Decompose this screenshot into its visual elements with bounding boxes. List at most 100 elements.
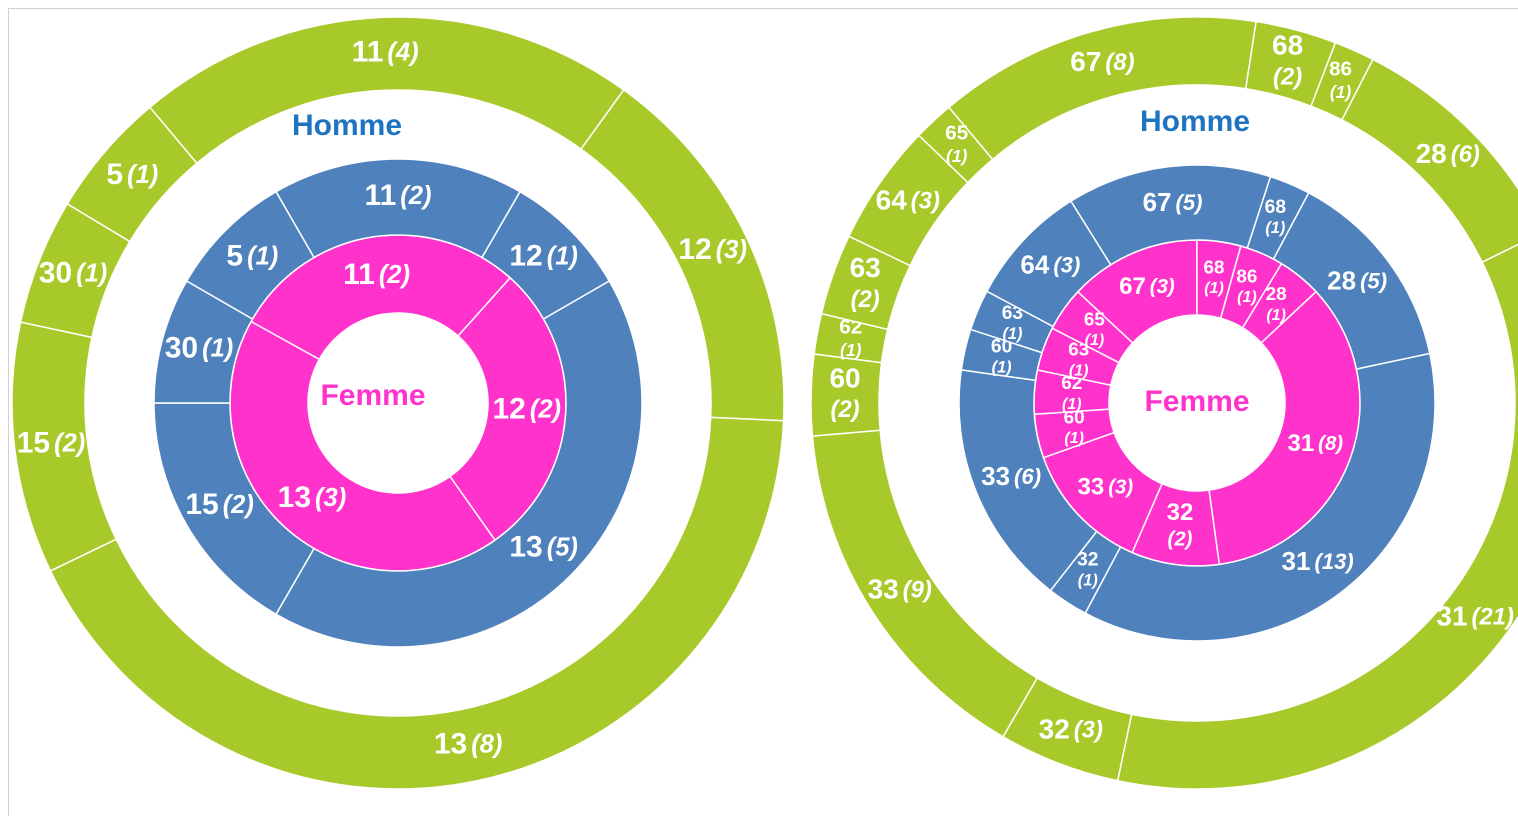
- segment-label: 63 (1): [1002, 303, 1023, 343]
- segment-label: 32 (1): [1077, 550, 1098, 590]
- segment-label: 12 (1): [509, 239, 578, 272]
- segment-label: 67 (3): [1119, 273, 1175, 300]
- segment-code: 31: [1436, 601, 1467, 632]
- ring-segment: [1084, 352, 1436, 642]
- ring-segment: [1340, 58, 1518, 264]
- segment-label: 68 (2): [1272, 30, 1303, 91]
- segment-code: 68: [1204, 256, 1225, 277]
- segment-count: (8): [1318, 433, 1343, 455]
- segment-count: (1): [202, 334, 233, 362]
- segment-code: 31: [1287, 430, 1314, 457]
- segment-code: 5: [106, 158, 123, 191]
- segment-count: (3): [315, 484, 346, 512]
- segment-code: 63: [850, 253, 881, 284]
- segment-label: 65 (1): [1084, 308, 1105, 349]
- segment-count: (3): [1108, 477, 1133, 499]
- segment-count: (1): [76, 259, 107, 287]
- segment-count: (1): [1204, 279, 1224, 297]
- segment-label: 64 (3): [1020, 249, 1080, 279]
- ring-segment: [917, 106, 994, 184]
- segment-label: 33 (6): [981, 461, 1041, 491]
- segment-code: 65: [945, 122, 968, 145]
- segment-count: (1): [1265, 219, 1285, 237]
- segment-count: (2): [400, 182, 431, 210]
- segment-count: (5): [1176, 190, 1203, 215]
- segment-label: 13 (3): [278, 481, 347, 514]
- segment-code: 64: [876, 185, 908, 216]
- segment-code: 64: [1020, 249, 1049, 279]
- segment-count: (3): [911, 188, 940, 215]
- segment-label: 31 (21): [1436, 601, 1514, 632]
- segment-code: 33: [1078, 474, 1105, 501]
- segment-label: 11 (2): [365, 179, 432, 212]
- segment-count: (2): [851, 286, 880, 313]
- segment-code: 13: [509, 531, 542, 564]
- segment-count: (6): [1014, 464, 1041, 489]
- ring-segment: [985, 200, 1112, 328]
- segment-count: (5): [547, 533, 578, 561]
- segment-count: (2): [1273, 64, 1302, 91]
- segment-label: 32 (2): [1167, 499, 1194, 550]
- segment-label: 60 (2): [829, 363, 860, 424]
- segment-label: 30 (1): [165, 332, 234, 365]
- segment-label: 12 (3): [678, 233, 747, 266]
- segment-code: 28: [1266, 283, 1287, 304]
- segment-label: 64 (3): [876, 185, 940, 216]
- segment-label: 33 (3): [1078, 474, 1134, 501]
- segment-count: (1): [1237, 288, 1257, 306]
- segment-count: (1): [1330, 82, 1352, 102]
- segment-count: (1): [1069, 362, 1089, 380]
- ring-segment: [274, 279, 643, 648]
- segment-label: 28 (1): [1266, 283, 1287, 324]
- segment-label: 11 (4): [352, 36, 419, 69]
- segment-code: 13: [278, 481, 311, 514]
- segment-count: (2): [54, 429, 85, 457]
- segment-code: 11: [352, 36, 384, 69]
- segment-count: (4): [387, 38, 418, 66]
- ring-segment: [49, 416, 785, 790]
- segment-label: 28 (6): [1416, 138, 1480, 169]
- segment-label: 5 (1): [106, 158, 158, 191]
- segment-label: 86 (1): [1236, 265, 1257, 306]
- segment-count: (2): [530, 395, 561, 423]
- segment-count: (2): [831, 396, 860, 423]
- segment-code: 67: [1143, 187, 1172, 217]
- segment-code: 11: [343, 258, 375, 291]
- segment-count: (1): [1266, 306, 1286, 324]
- ring-title: Homme: [292, 109, 402, 142]
- segment-label: 65 (1): [945, 122, 968, 166]
- segment-count: (5): [1360, 268, 1387, 293]
- segment-label: 67 (5): [1143, 187, 1203, 217]
- segment-code: 28: [1416, 138, 1447, 169]
- segment-count: (2): [1168, 529, 1193, 551]
- segment-count: (3): [716, 236, 747, 264]
- segment-code: 68: [1272, 30, 1303, 61]
- segment-count: (1): [247, 242, 278, 270]
- segment-label: 13 (5): [509, 531, 578, 564]
- segment-count: (3): [1074, 717, 1103, 744]
- segment-code: 86: [1236, 265, 1257, 286]
- segment-code: 67: [1070, 46, 1101, 77]
- segment-count: (21): [1472, 604, 1514, 631]
- segment-code: 68: [1265, 197, 1287, 218]
- segment-count: (1): [840, 340, 862, 360]
- segment-label: 68 (1): [1265, 197, 1287, 237]
- ring-segment: [1116, 243, 1518, 790]
- segment-code: 31: [1282, 546, 1311, 576]
- segment-code: 86: [1329, 58, 1352, 81]
- segment-code: 60: [829, 363, 860, 394]
- segment-label: 63 (2): [850, 253, 881, 314]
- segment-count: (1): [1062, 395, 1082, 413]
- segment-label: 15 (2): [17, 427, 86, 460]
- segment-code: 33: [981, 461, 1010, 491]
- segment-label: 15 (2): [185, 488, 254, 521]
- segment-count: (1): [1002, 326, 1022, 344]
- segment-count: (1): [1064, 429, 1084, 447]
- segment-code: 12: [678, 233, 711, 266]
- ring-title: Homme: [1140, 105, 1250, 138]
- segment-code: 65: [1084, 308, 1105, 329]
- center-title: Femme: [320, 379, 425, 412]
- segment-code: 28: [1327, 265, 1356, 295]
- segment-label: 67 (8): [1070, 46, 1134, 77]
